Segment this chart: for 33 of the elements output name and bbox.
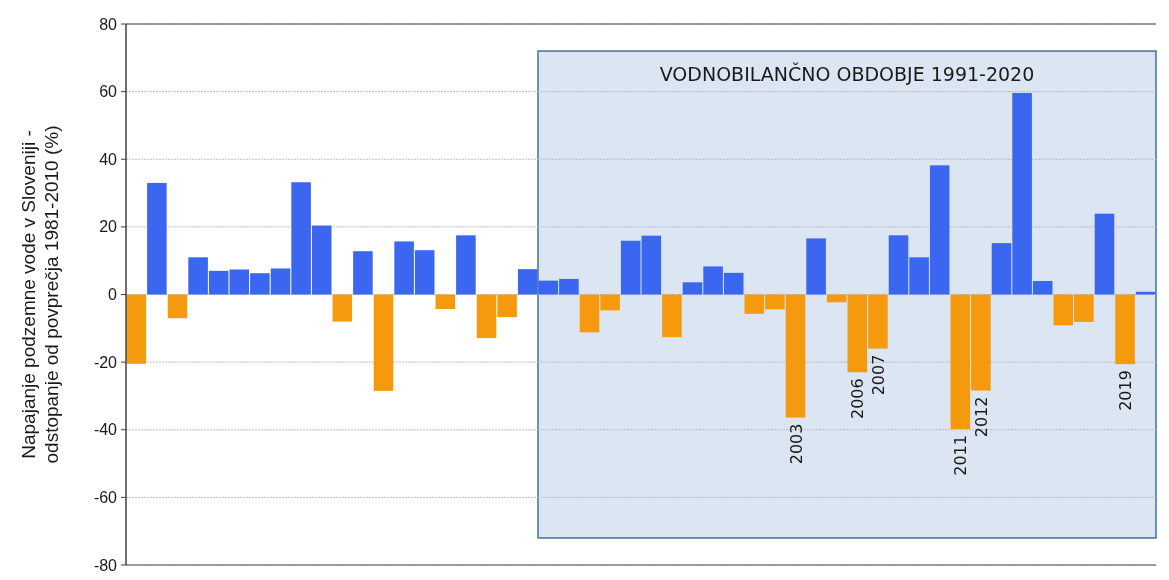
bar xyxy=(373,294,394,391)
bar xyxy=(641,235,662,295)
y-tick-label: -40 xyxy=(93,421,118,439)
bar xyxy=(126,294,147,364)
y-tick-label: 80 xyxy=(99,15,118,33)
x-tick-label: 2007 xyxy=(868,354,888,396)
bar xyxy=(332,294,353,322)
annotation: VODNOBILANČNO OBDOBJE 1991-2020 xyxy=(659,62,1035,86)
y-tick-label: 60 xyxy=(99,83,118,101)
x-tick-label: 2012 xyxy=(971,396,991,438)
bar xyxy=(353,251,373,295)
x-tick-label: 2019 xyxy=(1116,370,1136,411)
x-tick-label: 2003 xyxy=(786,423,806,465)
bar xyxy=(167,294,188,319)
bar xyxy=(456,235,476,295)
bar xyxy=(1135,291,1156,295)
bar xyxy=(806,238,826,295)
y-tick-label: 0 xyxy=(108,286,118,304)
bar xyxy=(435,294,456,310)
y-tick-label: 40 xyxy=(99,150,118,168)
y-axis-title: Napajanje podzemne vode v Sloveniji - odstopanje od povprečja 1981-2010 (%) xyxy=(18,125,62,464)
y-tick-label: -80 xyxy=(93,556,118,574)
bar xyxy=(620,240,641,295)
x-tick-label: 2006 xyxy=(848,378,868,419)
y-tick-label: -60 xyxy=(93,488,118,506)
bar xyxy=(662,294,682,338)
bar xyxy=(147,182,167,295)
bar xyxy=(1094,213,1115,295)
y-tick-label: -20 xyxy=(93,353,118,371)
x-tick-label: 2011 xyxy=(951,435,971,476)
y-tick-label: 20 xyxy=(99,218,118,236)
bar xyxy=(1115,294,1135,365)
bar xyxy=(517,269,538,295)
